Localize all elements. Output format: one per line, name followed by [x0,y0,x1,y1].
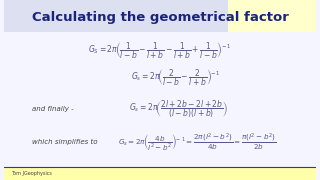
Text: and finally -: and finally - [32,106,74,112]
Text: $G_S = 2\pi\!\left(\dfrac{1}{l-b} - \dfrac{1}{l+b} - \dfrac{1}{l+b} + \dfrac{1}{: $G_S = 2\pi\!\left(\dfrac{1}{l-b} - \dfr… [88,41,232,62]
FancyBboxPatch shape [228,0,316,32]
Text: Tom JGeophysics: Tom JGeophysics [11,171,52,176]
FancyBboxPatch shape [4,167,316,180]
Text: Calculating the geometrical factor: Calculating the geometrical factor [32,11,288,24]
Text: $G_s = 2\pi\!\left(\dfrac{4b}{l^2-b^2}\right)^{\!\!-1} = \dfrac{2\pi(l^2-b^2)}{4: $G_s = 2\pi\!\left(\dfrac{4b}{l^2-b^2}\r… [118,131,276,153]
Text: $G_s = 2\pi\!\left(\dfrac{2l+2b-2l+2b}{(l-b)(l+b)}\right)$: $G_s = 2\pi\!\left(\dfrac{2l+2b-2l+2b}{(… [129,98,228,120]
Text: $G_s = 2\pi\!\left(\dfrac{2}{l-b} - \dfrac{2}{l+b}\right)^{\!\!-1}$: $G_s = 2\pi\!\left(\dfrac{2}{l-b} - \dfr… [131,68,220,89]
Text: which simplifies to: which simplifies to [32,139,98,145]
FancyBboxPatch shape [4,0,316,32]
